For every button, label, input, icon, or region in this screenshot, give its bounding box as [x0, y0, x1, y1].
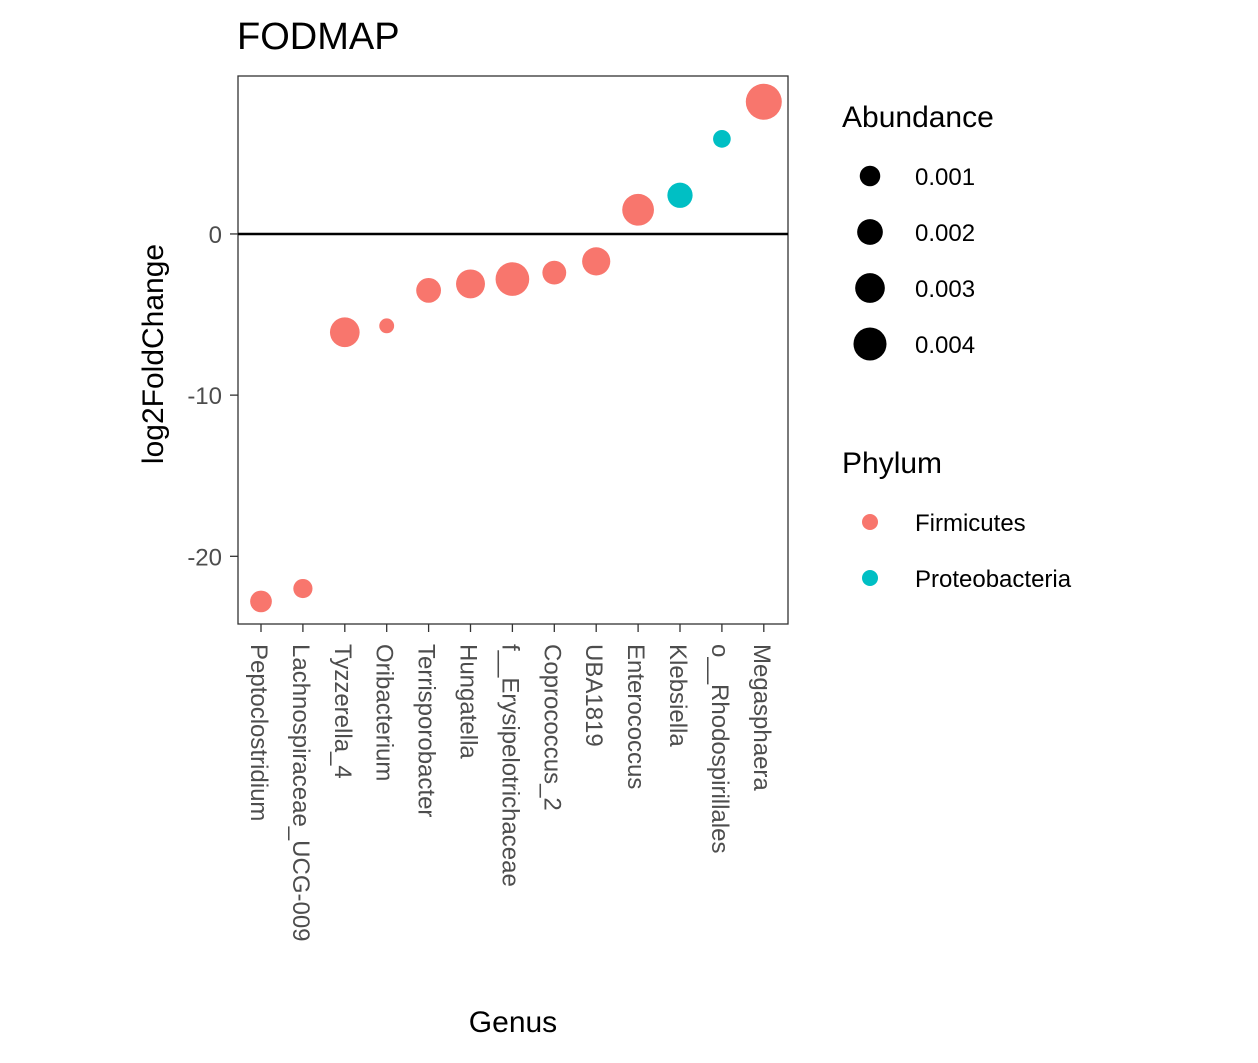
legend-color-items: Firmicutes Proteobacteria — [862, 510, 1072, 593]
legend-size-label: 0.004 — [915, 332, 975, 359]
legend-size-key — [853, 327, 887, 361]
y-tick-label: -10 — [187, 383, 222, 410]
legend-size-key — [857, 219, 883, 245]
legend-size-items: 0.001 0.002 0.003 0.004 — [853, 164, 975, 361]
data-point — [745, 83, 782, 120]
x-tick-label: Coprococcus_2 — [538, 644, 565, 811]
x-tick-label: Tyzzerella_4 — [329, 644, 356, 779]
legend-size-label: 0.003 — [915, 276, 975, 303]
data-point — [329, 317, 360, 348]
data-point — [713, 130, 731, 148]
x-tick-label: Peptoclostridium — [245, 644, 272, 821]
data-point — [542, 260, 567, 285]
data-point — [416, 277, 441, 303]
y-axis-label: log2FoldChange — [137, 244, 170, 464]
legend-color-key — [862, 514, 878, 530]
data-points — [250, 83, 782, 613]
x-tick-label: o__Rhodospirillales — [706, 644, 733, 853]
legend-size-key — [859, 165, 881, 187]
data-point — [250, 590, 272, 613]
data-point — [622, 193, 654, 226]
chart-title: FODMAP — [237, 16, 400, 58]
x-axis-label: Genus — [469, 1006, 557, 1039]
data-point — [379, 318, 395, 334]
x-axis: Peptoclostridium Lachnospiraceae_UCG-009 T… — [245, 624, 775, 942]
x-tick-label: Megasphaera — [748, 644, 775, 791]
data-point — [293, 578, 313, 599]
data-point — [456, 269, 485, 299]
plot-panel — [237, 75, 789, 625]
legend-size-key — [855, 273, 885, 303]
legend: Abundance 0.001 0.002 0.003 0.004 Phylum Fi… — [842, 101, 1072, 593]
y-tick-label: -20 — [187, 544, 222, 571]
legend-size-title: Abundance — [842, 101, 994, 134]
x-tick-label: Oribacterium — [371, 644, 398, 781]
x-tick-label: UBA1819 — [580, 644, 607, 747]
x-tick-label: Lachnospiraceae_UCG-009 — [287, 644, 314, 942]
x-tick-label: Terrisporobacter — [413, 644, 440, 817]
x-tick-label: Enterococcus — [622, 644, 649, 789]
y-tick-label: 0 — [209, 222, 222, 249]
legend-size-label: 0.001 — [915, 164, 975, 191]
legend-color-title: Phylum — [842, 447, 942, 480]
legend-color-label: Firmicutes — [915, 510, 1026, 537]
x-tick-label: Klebsiella — [664, 644, 691, 747]
legend-color-key — [862, 570, 878, 586]
x-tick-label: f__Erysipelotrichaceae — [496, 644, 523, 887]
y-axis: 0 -10 -20 — [187, 222, 238, 571]
data-point — [582, 247, 611, 276]
legend-color-label: Proteobacteria — [915, 566, 1072, 593]
data-point — [667, 182, 693, 208]
x-tick-label: Hungatella — [455, 644, 482, 759]
legend-size-label: 0.002 — [915, 220, 975, 247]
data-point — [495, 262, 530, 296]
